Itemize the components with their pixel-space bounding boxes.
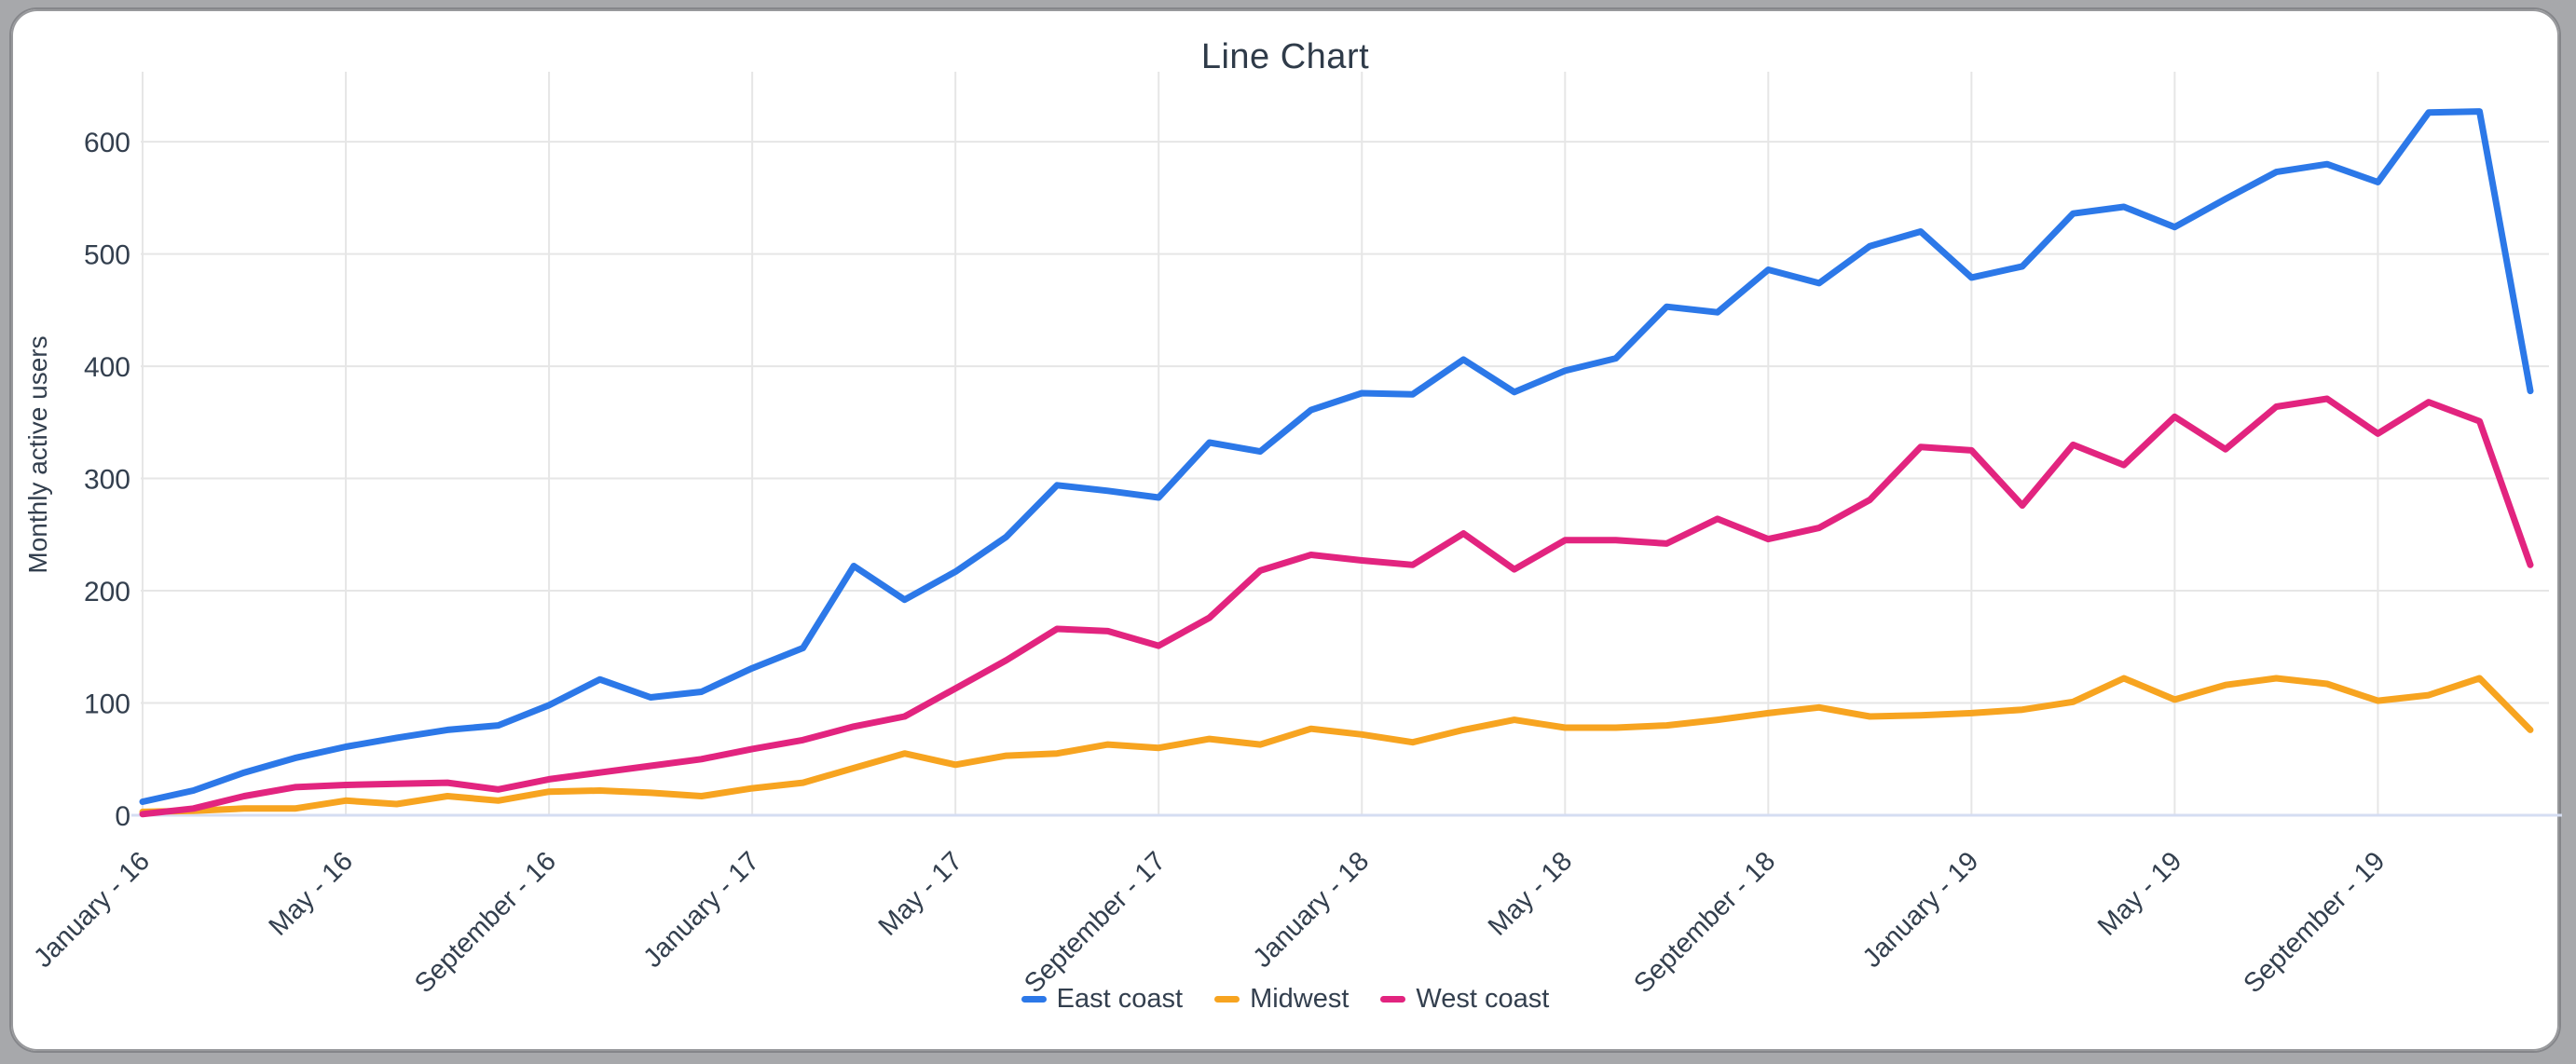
x-tick-label: September - 16 [409,846,562,999]
line-chart-plot: 0 100 200 300 400 500 600 January - 16 May - 16 S… [28,72,2562,999]
x-tick-label: January - 17 [637,846,765,974]
x-tick-label: May - 19 [2092,846,2187,941]
x-tick-label: January - 19 [1857,846,1985,974]
y-tick-label: 400 [84,352,130,383]
x-tick-label: May - 17 [873,846,968,941]
series-line-east-coast [139,108,2534,805]
x-tick-label: September - 17 [1019,846,1172,999]
series-line-west-coast [139,395,2534,818]
legend-item-east-coast[interactable]: East coast [1021,984,1183,1015]
y-tick-label: 300 [84,465,130,496]
y-tick-label: 600 [84,128,130,158]
chart-legend: East coast Midwest West coast [11,984,2559,1015]
legend-swatch-icon [1380,996,1406,1003]
legend-label: West coast [1416,984,1550,1014]
legend-swatch-icon [1021,996,1047,1003]
x-tick-label: September - 18 [1628,846,1781,999]
legend-item-west-coast[interactable]: West coast [1380,984,1549,1015]
x-tick-label: January - 18 [1248,846,1376,974]
legend-swatch-icon [1214,996,1240,1003]
y-tick-label: 100 [84,689,130,720]
x-tick-label: May - 16 [264,846,359,941]
chart-card: Line Chart Monthly active users 0 100 200 3… [9,7,2562,1053]
legend-label: Midwest [1250,984,1350,1014]
x-tick-label: January - 16 [28,846,156,974]
chart-title: Line Chart [1200,37,1370,76]
x-tick-label: September - 19 [2238,846,2391,999]
series-line-midwest [139,675,2534,815]
x-tick-label: May - 18 [1483,846,1578,941]
y-tick-label: 500 [84,240,130,271]
y-tick-label: 0 [115,801,130,832]
y-tick-label: 200 [84,577,130,607]
legend-item-midwest[interactable]: Midwest [1214,984,1349,1015]
legend-label: East coast [1056,984,1184,1014]
